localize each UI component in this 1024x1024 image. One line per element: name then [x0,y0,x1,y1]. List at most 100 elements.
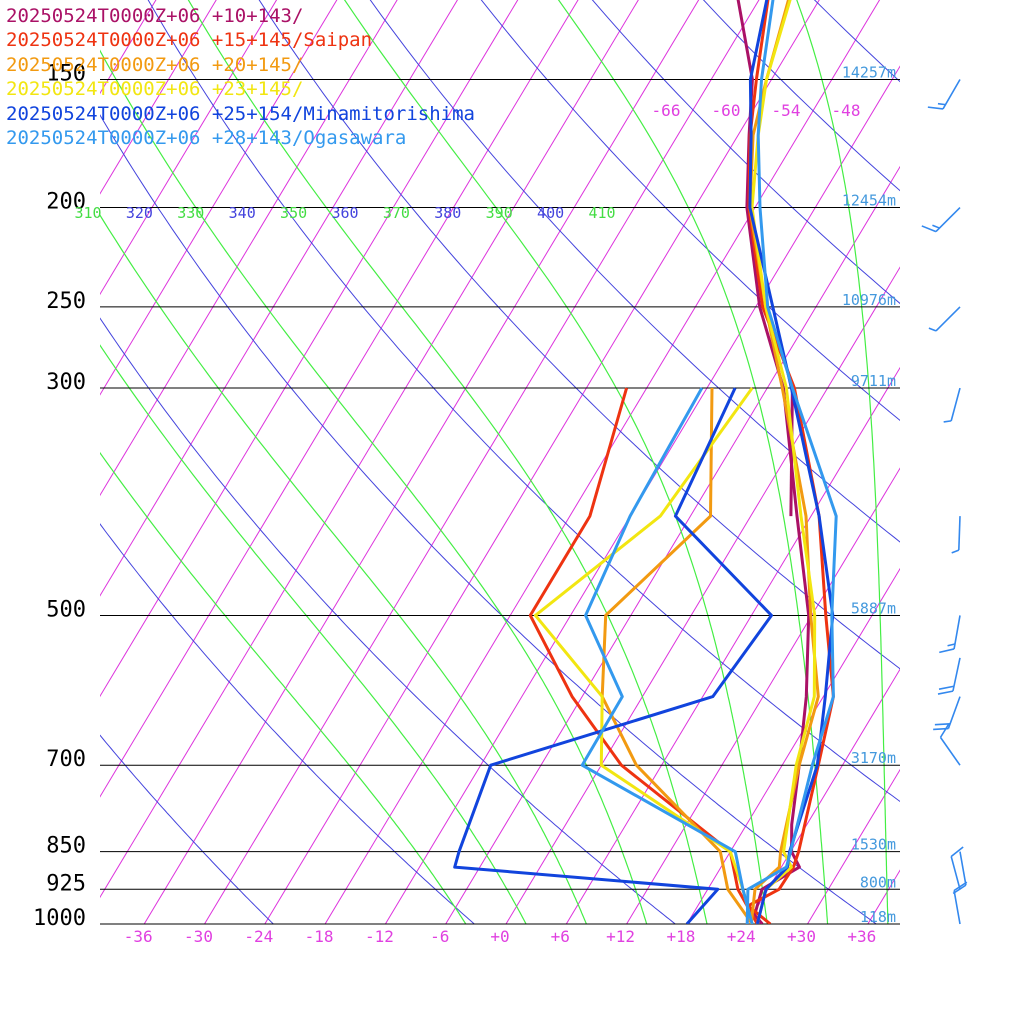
dry-adiabat-line [147,0,900,803]
isotherm-line [565,366,900,924]
temperature-profile-5 [745,0,838,924]
temperature-profile-4 [748,0,835,924]
wind-barb [952,851,967,895]
wind-barb [921,206,961,233]
isotherm-line [100,0,519,698]
pressure-tick-label: 150 [46,61,86,86]
dry-adiabat-line [100,523,475,924]
height-label: 14257m [842,63,896,81]
isotherm-line [143,0,700,924]
temperature-tick-label: +12 [606,927,635,946]
height-label: 1530m [851,836,896,854]
legend-entry: 20250524T0000Z+06 +25+154/Minamitorishim… [6,102,475,125]
pressure-tick-label: 200 [46,190,86,215]
temperature-tick-label: -6 [430,927,449,946]
wind-barb [951,516,961,554]
temperature-tick-label: +30 [787,927,816,946]
wind-barb [927,79,961,110]
temperature-tick-label: +24 [727,927,756,946]
height-label: 9711m [851,372,896,390]
height-label: 12454m [842,192,896,210]
dry-adiabat-line [591,0,900,305]
dry-adiabat-line [100,734,274,924]
wind-barb [928,306,961,332]
temperature-tick-label: +6 [551,927,570,946]
dewpoint-profile-5 [580,387,754,924]
temperature-profile-0 [736,0,811,924]
isotherm-line [100,0,458,597]
isotherm-label: -60 [712,101,741,120]
wind-barb [943,387,961,423]
isotherm-line [505,266,900,924]
height-label: 10976m [842,291,896,309]
pressure-tick-label: 925 [46,871,86,896]
isotherm-line [626,467,900,924]
dry-adiabat-line [369,0,900,543]
isotherm-line [100,0,639,899]
theta-label: 390 [486,204,513,222]
isotherm-line [100,0,398,497]
theta-label: 350 [280,204,307,222]
legend: 20250524T0000Z+06 +10+143/ 20250524T0000… [6,4,475,150]
dry-adiabat-line [100,114,877,924]
dewpoint-profile-2 [600,387,754,924]
theta-label: 410 [588,204,615,222]
temperature-tick-label: +36 [847,927,876,946]
theta-label: 340 [229,204,256,222]
wind-barb [953,881,968,925]
temperature-profile-3 [750,0,817,924]
isotherm-line [100,0,579,798]
pressure-tick-label: 700 [46,747,86,772]
isotherm-label: -66 [652,101,681,120]
isotherm-label: -54 [772,101,801,120]
wind-barb [937,657,961,695]
legend-entry: 20250524T0000Z+06 +28+143/Ogasawara [6,127,407,150]
isotherm-line [100,0,338,396]
temperature-tick-label: +18 [666,927,695,946]
theta-label: 400 [537,204,564,222]
theta-label: 310 [74,204,101,222]
isotherm-line [324,0,881,924]
dry-adiabat-line [100,317,676,924]
isotherm-line [746,668,900,924]
legend-entry: 20250524T0000Z+06 +10+143/ [6,5,304,27]
isotherm-line [988,0,1024,924]
dry-adiabat-line [258,0,900,670]
legend-entry: 20250524T0000Z+06 +20+145/ [6,53,304,76]
dry-adiabat-line [813,0,900,83]
legend-entry: 20250524T0000Z+06 +15+145/Saipan [6,29,373,52]
dry-adiabat-line [480,0,900,422]
theta-label: 330 [177,204,204,222]
temperature-tick-label: -24 [244,927,273,946]
height-label: 118m [860,908,896,926]
temperature-profile-2 [748,0,820,924]
wind-barb [950,846,964,890]
height-label: 800m [860,873,896,891]
height-label: 3170m [851,749,896,767]
temperature-profile-1 [746,0,835,924]
wind-barb [939,615,961,654]
isotherm-line [445,165,900,924]
temperature-tick-label: -12 [365,927,394,946]
isotherm-label: -48 [832,101,861,120]
temperature-tick-label: +0 [490,927,509,946]
dewpoint-profile-4 [453,387,773,924]
height-label: 5887m [851,599,896,617]
legend-entry: 20250524T0000Z+06 +23+145/ [6,78,304,101]
isotherm-line [264,0,820,924]
pressure-tick-label: 300 [46,370,86,395]
theta-label: 360 [331,204,358,222]
isotherm-line [204,0,760,924]
dry-adiabat-line [702,0,900,192]
temperature-tick-label: -30 [184,927,213,946]
isotherm-line [807,768,900,924]
pressure-tick-label: 1000 [33,906,86,931]
wind-barb [939,724,961,766]
temperature-tick-label: -36 [124,927,153,946]
pressure-tick-label: 500 [46,597,86,622]
temperature-tick-label: -18 [305,927,334,946]
pressure-tick-label: 850 [46,834,86,859]
isotherm-line [928,0,1024,924]
isotherm-line [686,567,900,924]
